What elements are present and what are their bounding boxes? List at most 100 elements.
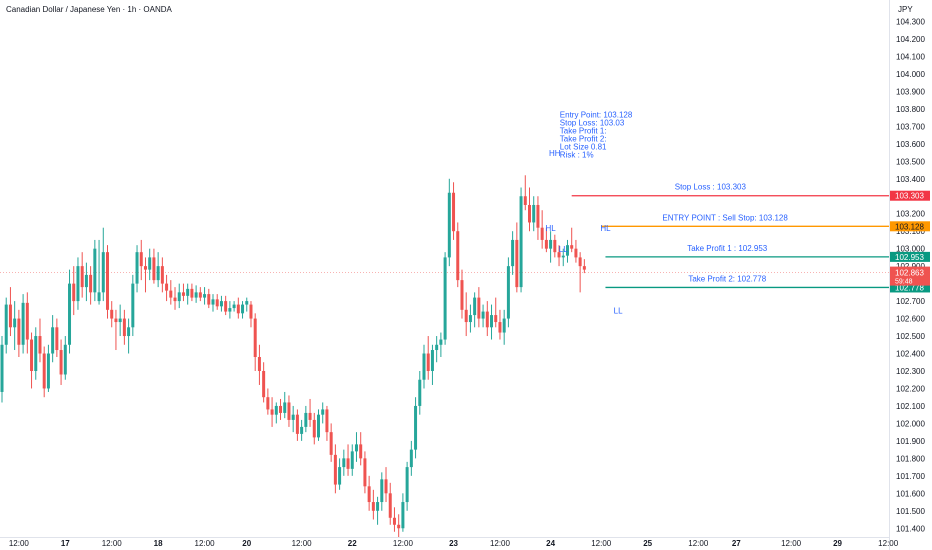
price-tag-tp [890, 251, 930, 262]
y-tick-label: 103.400 [896, 175, 925, 184]
candle-body [139, 252, 143, 267]
trade-info-line: Take Profit 2: [560, 135, 607, 144]
candle-body [173, 297, 177, 302]
candle-body [418, 379, 422, 406]
candle-body [447, 192, 451, 258]
candle-body [101, 252, 105, 293]
level-label-entry: ENTRY POINT : Sell Stop: 103.128 [662, 213, 788, 222]
y-tick-label: 102.600 [896, 315, 925, 324]
candle-body [405, 467, 409, 503]
candle-body [435, 344, 439, 351]
candle-body [325, 409, 329, 433]
x-tick-label: 12:00 [393, 539, 414, 548]
y-tick-label: 102.200 [896, 384, 925, 393]
candle-body [511, 239, 515, 267]
candle-body [477, 297, 481, 319]
candle-body [181, 292, 185, 296]
candle-body [532, 204, 536, 223]
candle-body [148, 257, 152, 270]
candle-body [304, 412, 308, 427]
candle-body [215, 299, 219, 307]
y-tick-label: 103.700 [896, 122, 925, 131]
candle-body [363, 458, 367, 487]
y-tick-label: 102.700 [896, 297, 925, 306]
x-tick-label: 23 [449, 539, 458, 548]
structure-label: HL [600, 224, 611, 233]
candle-body [300, 426, 304, 434]
candle-body [76, 266, 80, 302]
x-tick-label: 12:00 [878, 539, 899, 548]
candle-body [557, 252, 561, 258]
candle-body [30, 339, 34, 371]
candle-body [241, 304, 245, 314]
candle-body [388, 493, 392, 518]
candle-body [4, 304, 8, 345]
candle-body [494, 315, 498, 323]
candle-body [160, 266, 164, 284]
y-tick-label: 101.600 [896, 489, 925, 498]
y-tick-label: 101.700 [896, 472, 925, 481]
candle-body [274, 405, 278, 415]
x-tick-label: 17 [61, 539, 70, 548]
candle-body [135, 252, 139, 284]
chart-title: Canadian Dollar / Japanese Yen · 1h · OA… [6, 5, 172, 14]
y-tick-label: 101.900 [896, 437, 925, 446]
candle-body [506, 266, 510, 319]
y-tick-label: 101.800 [896, 454, 925, 463]
structure-label: HH [549, 149, 561, 158]
candle-body [565, 245, 569, 256]
x-tick-label: 22 [348, 539, 357, 548]
candle-body [156, 266, 160, 281]
candle-body [452, 192, 456, 232]
x-tick-label: 29 [833, 539, 842, 548]
candle-body [93, 248, 97, 293]
candle-body [232, 304, 236, 309]
trade-info-line: Lot Size 0.81 [560, 143, 607, 152]
candle-body [198, 292, 202, 298]
candle-body [0, 344, 4, 392]
candle-body [207, 294, 211, 305]
candle-body [177, 292, 181, 302]
x-tick-label: 12:00 [102, 539, 123, 548]
candle-body [519, 196, 523, 288]
candle-body [464, 309, 468, 323]
x-tick-label: 18 [154, 539, 163, 548]
candle-body [515, 239, 519, 288]
candle-body [118, 318, 122, 323]
level-label-tp: Take Profit 2: 102.778 [688, 274, 766, 283]
current-price-tag [890, 266, 930, 286]
candle-body [317, 414, 320, 438]
y-tick-label: 104.000 [896, 70, 925, 79]
candle-body [287, 402, 291, 420]
candle-body [397, 524, 401, 529]
y-tick-label: 104.100 [896, 52, 925, 61]
trade-info-line: Risk : 1% [560, 151, 594, 160]
candle-body [350, 451, 354, 469]
structure-label: HL [545, 224, 556, 233]
candle-body [473, 297, 477, 316]
candle-body [257, 357, 261, 371]
y-tick-label: 103.000 [896, 245, 925, 254]
price-tag-label: 102.778 [895, 283, 924, 292]
candle-body [342, 458, 346, 468]
candle-body [536, 204, 540, 228]
candle-body [380, 479, 384, 503]
candle-body [295, 414, 299, 434]
candle-body [523, 196, 527, 205]
price-tag-entry [890, 221, 930, 232]
candle-body [468, 315, 472, 323]
x-tick-label: 12:00 [490, 539, 511, 548]
candle-body [249, 304, 253, 319]
candle-body [63, 344, 67, 375]
level-label-tp: Take Profit 1 : 102.953 [687, 244, 768, 253]
y-tick-label: 103.500 [896, 157, 925, 166]
candle-body [329, 432, 333, 455]
x-tick-label: 12:00 [591, 539, 612, 548]
y-tick-label: 103.100 [896, 227, 925, 236]
candle-body [574, 248, 578, 258]
structure-label: LL [614, 306, 623, 315]
candle-body [152, 257, 156, 281]
candle-body [401, 502, 405, 529]
trade-info-line: Take Profit 1: [560, 127, 607, 136]
